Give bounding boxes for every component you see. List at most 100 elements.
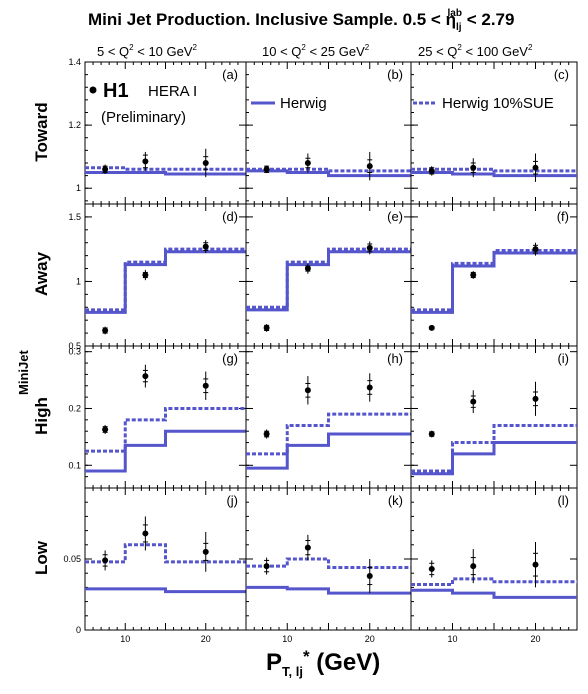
- x-tick-label: 10: [282, 634, 292, 644]
- data-point: [470, 398, 477, 405]
- panel-tag: (k): [388, 493, 403, 508]
- herwig-sue-histogram: [85, 247, 246, 312]
- data-point: [428, 565, 435, 572]
- panel-frame: [84, 203, 247, 347]
- data-point: [428, 431, 435, 438]
- panel-grid: 11.21.4(a) (b) (c)0.511.5 (d) (e) (f)0.10.20.…: [63, 57, 578, 644]
- panel-tag: (g): [222, 351, 238, 366]
- x-tick-label: 10: [447, 634, 457, 644]
- herwig-histogram: [411, 588, 577, 599]
- panel-tag: (j): [226, 493, 238, 508]
- y-tick-label: 1.5: [68, 212, 81, 222]
- y-tick-label: 0.1: [68, 460, 81, 470]
- herwig-histogram: [246, 585, 411, 595]
- data-point: [102, 426, 109, 433]
- herwig-sue-histogram: [411, 424, 577, 473]
- data-point: [532, 561, 539, 568]
- panel-frame: [410, 345, 578, 489]
- panel-frame: [410, 487, 578, 631]
- row-label-away: Away: [32, 251, 51, 296]
- column-header-1: 5 < Q2 < 10 GeV2: [97, 43, 198, 59]
- herwig-sue-histogram: [85, 406, 246, 453]
- panel-j: 0 0.05 10 20 (j): [63, 487, 247, 644]
- herwig-sue-histogram: [85, 543, 246, 564]
- column-header-3: 25 < Q2 < 100 GeV2: [418, 43, 533, 59]
- panel-g: 0.1 0.2 0.3 (g): [68, 345, 247, 489]
- legend-herwig-label: Herwig: [280, 95, 327, 112]
- data-point: [470, 164, 477, 171]
- herwig-histogram: [85, 587, 246, 594]
- panel-l: 10 20 (l): [410, 487, 578, 644]
- data-point: [366, 244, 373, 251]
- herwig-sue-histogram: [246, 167, 411, 173]
- column-header-2: 10 < Q2 < 25 GeV2: [262, 43, 370, 59]
- panel-tag: (i): [557, 351, 569, 366]
- herwig-sue-histogram: [246, 412, 411, 456]
- data-point: [142, 530, 149, 537]
- y-tick-label: 0.05: [63, 554, 81, 564]
- data-point: [470, 272, 477, 278]
- herwig-sue-histogram: [85, 166, 246, 171]
- legend-data-marker: [89, 86, 97, 94]
- panel-f: (f): [410, 203, 578, 347]
- data-point: [263, 563, 270, 570]
- panel-frame: [245, 487, 412, 631]
- herwig-sue-histogram: [246, 557, 411, 570]
- data-point: [366, 384, 373, 391]
- data-point: [202, 382, 209, 389]
- data-point: [304, 387, 311, 394]
- panel-frame: [410, 203, 578, 347]
- herwig-sue-histogram: [411, 167, 577, 173]
- x-axis-label: PT, lj* (GeV): [266, 647, 380, 679]
- legend-herwig-sue-label: Herwig 10%SUE: [442, 95, 554, 112]
- panel-tag: (l): [557, 493, 569, 508]
- panel-b: (b): [245, 61, 412, 205]
- panel-tag: (e): [387, 209, 403, 224]
- data-point: [142, 272, 149, 278]
- panel-tag: (b): [387, 67, 403, 82]
- herwig-histogram: [411, 170, 577, 178]
- data-point: [202, 159, 209, 166]
- y-tick-label: 1: [76, 183, 81, 193]
- panel-h: (h): [245, 345, 412, 489]
- panel-frame: [410, 61, 578, 205]
- data-point: [428, 167, 435, 174]
- panel-tag: (c): [554, 67, 569, 82]
- figure-title: Mini Jet Production. Inclusive Sample. 0…: [88, 8, 514, 33]
- data-point: [304, 544, 311, 551]
- herwig-sue-histogram: [411, 248, 577, 312]
- y-tick-label: 1.4: [68, 57, 81, 67]
- y-tick-label: 0.3: [68, 347, 81, 357]
- data-point: [263, 431, 270, 438]
- legend: H1 HERA I (Preliminary) Herwig Herwig 10…: [89, 80, 554, 126]
- x-tick-label: 20: [365, 634, 375, 644]
- y-tick-label: 0.2: [68, 403, 81, 413]
- panel-frame: [245, 61, 412, 205]
- y-tick-label: 1: [76, 276, 81, 286]
- data-point: [142, 158, 149, 165]
- x-tick-label: 20: [530, 634, 540, 644]
- data-point: [366, 163, 373, 170]
- data-point: [304, 265, 311, 272]
- data-point: [263, 324, 270, 331]
- x-tick-label: 10: [120, 634, 130, 644]
- data-point: [532, 164, 539, 171]
- herwig-histogram: [246, 250, 411, 312]
- data-point: [366, 573, 373, 580]
- herwig-histogram: [246, 432, 411, 470]
- x-tick-label: 20: [201, 634, 211, 644]
- data-point: [428, 324, 435, 331]
- data-point: [263, 166, 270, 173]
- panel-d: 0.5 1 1.5 (d): [68, 203, 247, 351]
- data-point: [102, 166, 109, 173]
- data-point: [470, 563, 477, 570]
- herwig-histogram: [85, 429, 246, 473]
- y-axis-label-fragment: MiniJet: [16, 350, 31, 395]
- data-point: [102, 327, 109, 334]
- row-label-high: High: [32, 397, 51, 435]
- data-point: [102, 557, 109, 564]
- data-point: [532, 395, 539, 402]
- data-point: [202, 243, 209, 250]
- panel-tag: (h): [387, 351, 403, 366]
